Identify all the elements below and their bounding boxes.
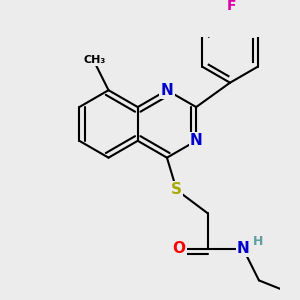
Text: O: O: [172, 241, 185, 256]
Text: N: N: [160, 83, 173, 98]
Text: N: N: [237, 241, 250, 256]
Text: S: S: [171, 182, 182, 197]
Text: H: H: [253, 235, 263, 248]
Text: CH₃: CH₃: [83, 55, 105, 65]
Text: F: F: [227, 0, 236, 13]
Text: N: N: [190, 133, 203, 148]
